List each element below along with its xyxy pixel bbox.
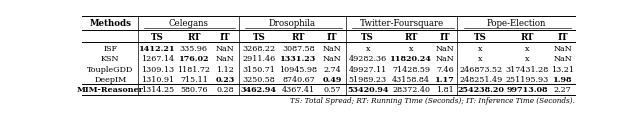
Text: 1310.91: 1310.91 [141,75,174,83]
Text: 3087.58: 3087.58 [282,44,315,52]
Text: x: x [409,44,413,52]
Text: NaN: NaN [323,55,342,63]
Text: NaN: NaN [216,44,234,52]
Text: RT: RT [292,32,305,41]
Text: NaN: NaN [216,55,234,63]
Text: NaN: NaN [436,55,454,63]
Text: x: x [478,44,483,52]
Text: 1309.13: 1309.13 [141,65,174,73]
Text: IT: IT [440,32,451,41]
Text: 13.21: 13.21 [551,65,574,73]
Text: 715.11: 715.11 [180,75,208,83]
Text: Drosophila: Drosophila [269,19,316,28]
Text: IT: IT [220,32,230,41]
Text: 2911.46: 2911.46 [242,55,275,63]
Text: KSN: KSN [101,55,120,63]
Text: 1.81: 1.81 [436,86,454,94]
Text: Celegans: Celegans [168,19,209,28]
Text: TS: TS [474,32,487,41]
Text: RT: RT [187,32,200,41]
Text: 176.02: 176.02 [179,55,209,63]
Text: 8740.67: 8740.67 [282,75,315,83]
Text: DeepIM: DeepIM [94,75,127,83]
Text: RT: RT [520,32,534,41]
Text: 4367.41: 4367.41 [282,86,315,94]
Text: TS: Total Spread; RT: Running Time (Seconds); IT: Inference Time (Seconds).: TS: Total Spread; RT: Running Time (Seco… [290,97,575,105]
Text: 0.28: 0.28 [216,86,234,94]
Text: 1331.23: 1331.23 [280,55,317,63]
Text: IT: IT [327,32,337,41]
Text: x: x [525,44,529,52]
Text: 317431.28: 317431.28 [506,65,549,73]
Text: 1.12: 1.12 [216,65,234,73]
Text: 3462.94: 3462.94 [241,86,276,94]
Text: 1267.14: 1267.14 [141,55,174,63]
Text: 580.76: 580.76 [180,86,207,94]
Text: TS: TS [252,32,265,41]
Text: 3250.58: 3250.58 [243,75,275,83]
Text: IT: IT [557,32,568,41]
Text: 1412.21: 1412.21 [139,44,175,52]
Text: 2.27: 2.27 [554,86,572,94]
Text: 0.49: 0.49 [323,75,342,83]
Text: 49282.36: 49282.36 [349,55,387,63]
Text: Pope-Election: Pope-Election [486,19,546,28]
Text: 0.57: 0.57 [323,86,341,94]
Text: 0.23: 0.23 [216,75,235,83]
Text: 1.17: 1.17 [435,75,455,83]
Text: x: x [478,55,483,63]
Text: 71428.59: 71428.59 [392,65,430,73]
Text: NaN: NaN [554,55,572,63]
Text: 53420.94: 53420.94 [347,86,388,94]
Text: 246873.52: 246873.52 [459,65,502,73]
Text: x: x [525,55,529,63]
Text: 1181.72: 1181.72 [177,65,211,73]
Text: 10945.98: 10945.98 [280,65,317,73]
Text: NaN: NaN [323,44,342,52]
Text: 254238.20: 254238.20 [457,86,504,94]
Text: 248251.49: 248251.49 [459,75,502,83]
Text: 51989.23: 51989.23 [349,75,387,83]
Text: 3268.22: 3268.22 [242,44,275,52]
Text: 99713.08: 99713.08 [506,86,548,94]
Text: MIM-Reasoner: MIM-Reasoner [77,86,144,94]
Text: 11820.24: 11820.24 [390,55,432,63]
Text: x: x [365,44,370,52]
Text: 28372.40: 28372.40 [392,86,430,94]
Text: 43158.84: 43158.84 [392,75,430,83]
Text: 1.98: 1.98 [553,75,573,83]
Text: 49927.11: 49927.11 [349,65,387,73]
Text: TS: TS [151,32,164,41]
Text: 7.46: 7.46 [436,65,454,73]
Text: Twitter-Foursquare: Twitter-Foursquare [360,19,444,28]
Text: ISF: ISF [103,44,117,52]
Text: NaN: NaN [436,44,454,52]
Text: 2.74: 2.74 [323,65,341,73]
Text: 1314.25: 1314.25 [141,86,174,94]
Text: Methods: Methods [90,19,131,28]
Text: RT: RT [404,32,418,41]
Text: 335.96: 335.96 [180,44,208,52]
Text: 251195.93: 251195.93 [506,75,549,83]
Text: TS: TS [362,32,374,41]
Text: 3150.71: 3150.71 [243,65,275,73]
Text: NaN: NaN [554,44,572,52]
Text: ToupleGDD: ToupleGDD [87,65,134,73]
